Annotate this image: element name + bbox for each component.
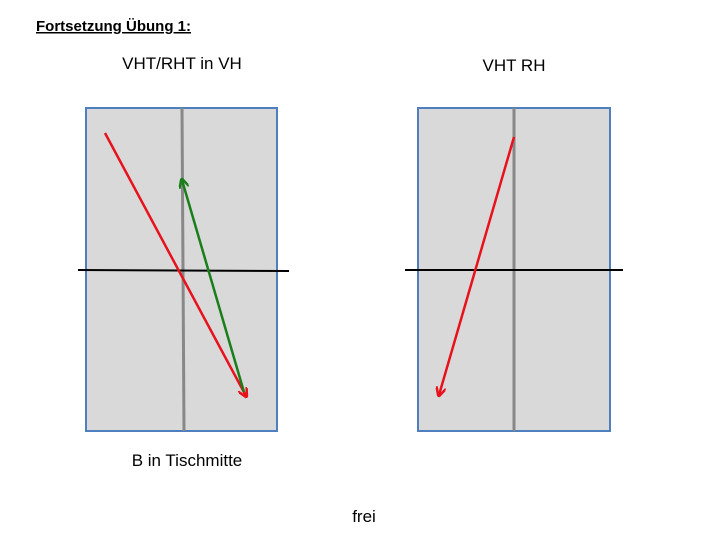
ball-path <box>103 132 246 396</box>
net <box>77 269 290 272</box>
caption: B in Tischmitte <box>132 451 243 470</box>
footer: frei <box>352 507 376 526</box>
title: Fortsetzung Übung 1: <box>36 18 191 35</box>
ball-path <box>182 180 246 393</box>
ball-path <box>439 136 516 395</box>
diagram-label: VHT RH <box>483 56 546 75</box>
diagram-label: VHT/RHT in VH <box>122 54 242 73</box>
